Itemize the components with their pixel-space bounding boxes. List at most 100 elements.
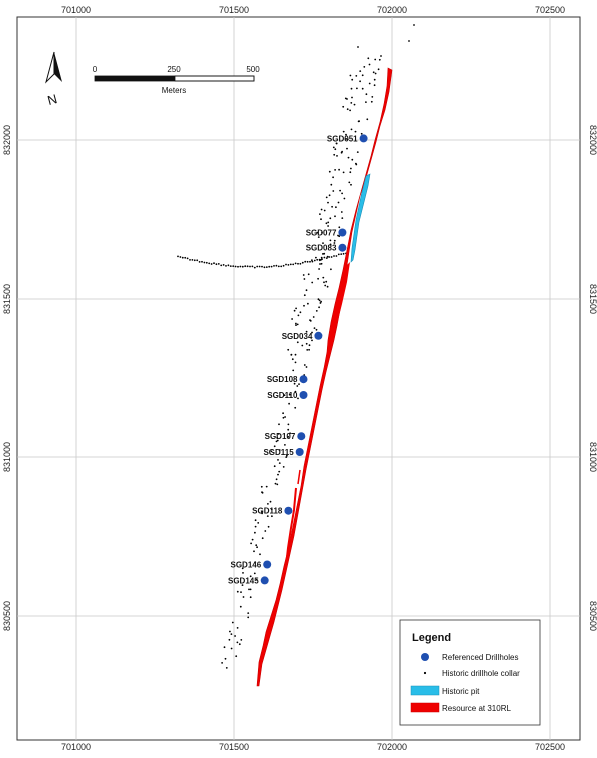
- historic-pit: [350, 173, 371, 263]
- collar-dot: [295, 307, 297, 310]
- drillhole-label: SGD145: [228, 576, 259, 585]
- collar-dot: [304, 260, 307, 263]
- collar-dot: [372, 71, 375, 74]
- historic-pit-shape: [350, 173, 371, 263]
- collar-dot: [350, 128, 353, 131]
- collar-dot: [303, 304, 305, 307]
- collar-dot: [329, 243, 332, 246]
- collar-dot: [251, 538, 254, 541]
- collar-dot: [299, 311, 302, 314]
- collar-dot: [247, 616, 250, 619]
- collar-dot: [305, 330, 308, 333]
- y-tick-left: 831000: [2, 442, 12, 472]
- collar-dot: [324, 284, 327, 287]
- collar-dot: [263, 266, 266, 269]
- collar-dot: [325, 222, 328, 225]
- collar-dot: [327, 221, 330, 224]
- collar-dot: [287, 436, 290, 438]
- cyan-patch-icon: [410, 685, 440, 696]
- collar-dot: [309, 260, 311, 263]
- y-tick-left: 832000: [2, 125, 12, 155]
- collar-dot: [337, 253, 340, 256]
- collar-dot: [232, 265, 235, 267]
- collar-dot: [282, 412, 284, 415]
- collar-dot: [222, 264, 225, 266]
- collar-dot: [286, 454, 288, 457]
- collar-dot: [303, 294, 306, 297]
- scale-bar-segment-white: [174, 75, 255, 82]
- collar-dot: [332, 190, 335, 192]
- collar-dot: [270, 265, 273, 268]
- collar-dot: [276, 439, 279, 442]
- collar-dot: [295, 324, 297, 326]
- collar-dot: [221, 662, 224, 664]
- drillhole-marker: [338, 228, 347, 237]
- drillhole-marker: [297, 432, 306, 441]
- collar-dot: [316, 231, 319, 234]
- collar-dot: [251, 265, 254, 268]
- collar-dot: [203, 261, 206, 264]
- collar-dot: [341, 217, 344, 220]
- collar-dot: [366, 118, 369, 121]
- collar-dot: [294, 406, 297, 409]
- collar-dot: [285, 263, 287, 266]
- collar-dot: [325, 196, 328, 199]
- collar-dot: [318, 299, 321, 302]
- north-label: N: [46, 91, 59, 108]
- collar-dot: [350, 167, 352, 170]
- collar-dot: [340, 151, 343, 154]
- north-arrow-icon: N: [45, 51, 62, 108]
- collar-dot: [261, 491, 263, 494]
- collar-dot: [287, 423, 290, 426]
- collar-dot: [249, 596, 252, 599]
- collar-dot: [340, 211, 343, 213]
- legend-item-label: Historic pit: [442, 687, 480, 696]
- collar-dot: [305, 342, 308, 345]
- collar-dot: [278, 423, 280, 426]
- collar-dot: [303, 364, 306, 366]
- collar-dot: [253, 550, 255, 553]
- collar-dot: [277, 265, 280, 268]
- collar-dot: [308, 348, 310, 351]
- collar-dot: [236, 590, 239, 593]
- collar-dot: [380, 55, 382, 57]
- collar-dot: [320, 262, 323, 265]
- collar-dot: [323, 256, 326, 259]
- collar-dot: [268, 265, 271, 268]
- collar-dot: [294, 361, 297, 364]
- collar-dot: [333, 153, 336, 156]
- collar-dot: [234, 635, 237, 637]
- collar-dot: [255, 544, 258, 547]
- collar-dot: [330, 268, 332, 271]
- collar-dot: [220, 264, 223, 267]
- y-tick-right: 831000: [588, 442, 597, 472]
- blue-circle-icon: [421, 653, 429, 661]
- collar-dot: [377, 68, 380, 71]
- collar-dot: [270, 450, 273, 453]
- collar-dot: [278, 449, 281, 451]
- collar-dot: [191, 259, 194, 261]
- collar-dot: [270, 508, 273, 511]
- collar-dot: [332, 176, 334, 179]
- drillhole-label: SGD115: [263, 448, 294, 457]
- drillhole-marker: [338, 243, 347, 252]
- collar-dot: [269, 500, 272, 503]
- collar-dot: [198, 261, 201, 263]
- resource-central-lens: [327, 262, 350, 352]
- collar-dot: [229, 630, 231, 633]
- resource-310rl: [256, 67, 393, 687]
- collar-dot: [360, 132, 363, 135]
- scale-label-500: 500: [246, 65, 260, 74]
- collar-dot: [350, 87, 353, 90]
- resource-west-branch: [280, 487, 297, 591]
- y-tick-left: 830500: [2, 601, 12, 631]
- collar-dot: [306, 349, 309, 351]
- collar-dot: [234, 265, 237, 268]
- collar-dot: [296, 323, 299, 326]
- collar-dot: [294, 353, 297, 356]
- collar-dot: [290, 354, 293, 356]
- collar-dot: [294, 390, 297, 393]
- collar-dot: [359, 80, 361, 83]
- collar-dot: [284, 416, 286, 418]
